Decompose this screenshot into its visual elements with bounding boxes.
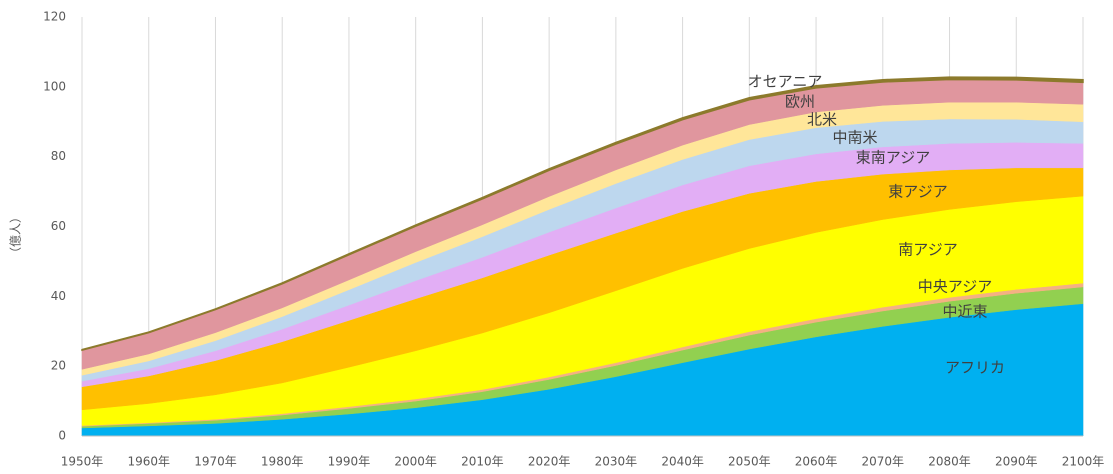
y-tick-label: 120 bbox=[43, 10, 66, 24]
series-label: 南アジア bbox=[898, 241, 957, 259]
y-tick-label: 60 bbox=[51, 219, 66, 233]
x-tick-label: 1960年 bbox=[127, 455, 170, 469]
x-tick-label: 2100年 bbox=[1062, 455, 1105, 469]
series-label: 中央アジア bbox=[918, 278, 992, 296]
area bbox=[81, 76, 1084, 352]
x-tick-label: 2000年 bbox=[394, 455, 437, 469]
series-label: オセアニア bbox=[748, 73, 823, 91]
x-tick-label: 1970年 bbox=[194, 455, 237, 469]
x-tick-label: 2040年 bbox=[661, 455, 704, 469]
series-label: 東南アジア bbox=[856, 149, 930, 167]
x-tick-label: 1950年 bbox=[61, 455, 104, 469]
x-tick-label: 2030年 bbox=[595, 455, 638, 469]
x-tick-label: 1980年 bbox=[261, 455, 304, 469]
x-tick-label: 2060年 bbox=[795, 455, 838, 469]
x-tick-label: 2090年 bbox=[995, 455, 1038, 469]
series-label: 中近東 bbox=[942, 303, 987, 321]
y-tick-label: 40 bbox=[51, 289, 66, 303]
series-label: 中南米 bbox=[832, 129, 877, 147]
x-tick-label: 2080年 bbox=[928, 455, 971, 469]
x-tick-label: 2050年 bbox=[728, 455, 771, 469]
series-label: アフリカ bbox=[945, 359, 1005, 377]
y-tick-label: 20 bbox=[51, 359, 66, 373]
series-label: 北米 bbox=[807, 111, 837, 129]
x-tick-label: 2010年 bbox=[461, 455, 504, 469]
y-axis-label: （億人） bbox=[9, 211, 23, 259]
series-label: 欧州 bbox=[785, 93, 815, 111]
x-tick-label: 1990年 bbox=[328, 455, 371, 469]
series-label: 東アジア bbox=[888, 183, 947, 201]
x-tick-label: 2020年 bbox=[528, 455, 571, 469]
y-tick-label: 80 bbox=[51, 149, 66, 163]
y-tick-label: 100 bbox=[43, 79, 66, 93]
x-tick-label: 2070年 bbox=[862, 455, 905, 469]
y-tick-label: 0 bbox=[58, 429, 66, 443]
